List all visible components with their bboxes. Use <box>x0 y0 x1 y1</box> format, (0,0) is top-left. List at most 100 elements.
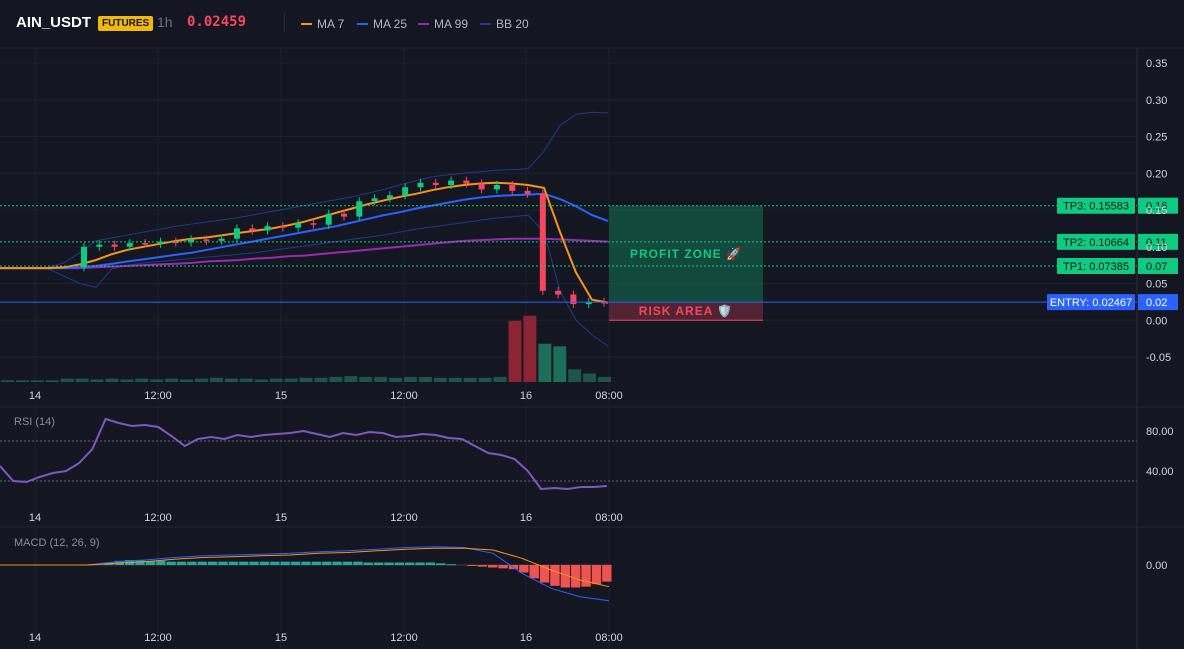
candle-body <box>417 182 424 188</box>
legend-ma25[interactable]: MA 25 <box>357 17 407 31</box>
volume-bar <box>344 376 358 382</box>
macd-histogram-bar <box>550 565 560 586</box>
rsi-tick-label: 40.00 <box>1146 466 1174 478</box>
time-tick-label: 08:00 <box>595 390 623 402</box>
volume-bar <box>493 376 507 382</box>
last-price: 0.02459 <box>187 14 247 30</box>
candle-body <box>325 213 332 225</box>
macd-histogram-bar <box>560 565 571 588</box>
level-axis-label-3: 0.02 <box>1146 297 1167 309</box>
level-tag-box-0 <box>1057 197 1135 214</box>
volume-bar <box>314 377 328 382</box>
price-tick-label: 0.25 <box>1146 132 1167 144</box>
volume-bar <box>568 369 582 382</box>
legend-bb20[interactable]: BB 20 <box>480 17 529 31</box>
volume-bar <box>105 378 119 382</box>
profit-zone-label: PROFIT ZONE 🚀 <box>630 247 742 261</box>
volume-bar <box>30 380 44 382</box>
macd-histogram-bar <box>602 565 612 582</box>
price-axis[interactable]: 0.35 0.30 0.25 0.20 0.15 0.10 0.05 0.00 -0.05 <box>1146 58 1171 364</box>
macd-histogram-bar <box>239 561 249 565</box>
volume-bar <box>239 378 253 382</box>
candle-body <box>310 223 317 225</box>
volume-bar <box>45 380 59 382</box>
rsi-line <box>0 417 608 491</box>
macd-histogram-bar <box>571 565 581 588</box>
time-tick-label: 12:00 <box>390 632 418 644</box>
macd-histogram-bar <box>477 565 488 567</box>
volume-bar <box>254 379 268 382</box>
rsi-tick-label: 80.00 <box>1146 426 1174 438</box>
volume-bar <box>508 320 522 382</box>
bollinger-bands <box>0 111 609 347</box>
time-tick-label: 15 <box>275 512 287 524</box>
volume-bar <box>15 380 29 382</box>
macd-histogram-bar <box>436 563 446 565</box>
time-tick-label: 16 <box>520 632 532 644</box>
macd-histogram-bar <box>145 560 156 565</box>
candle-body <box>402 187 409 196</box>
time-tick-label: 08:00 <box>595 512 623 524</box>
volume-bar <box>374 376 388 382</box>
macd-histogram-bar <box>332 561 342 565</box>
ma7-swatch-icon <box>301 23 312 25</box>
time-axis[interactable]: 14 12:00 15 12:00 16 08:00 14 12:00 15 12:00 16 08:… <box>29 390 623 644</box>
candle-body <box>539 193 546 291</box>
price-tick-label: 0.10 <box>1146 242 1167 254</box>
macd-histogram-bar <box>322 561 332 565</box>
symbol-name[interactable]: AIN_USDT <box>16 14 92 31</box>
timeframe-label[interactable]: 1h <box>157 14 173 30</box>
legend-separator <box>284 14 285 32</box>
candle-body <box>96 244 103 247</box>
volume-bar <box>75 378 89 382</box>
macd-histogram-bar <box>353 561 363 565</box>
volume-bar <box>60 378 74 382</box>
legend-ma99[interactable]: MA 99 <box>418 17 468 31</box>
time-tick-label: 12:00 <box>390 390 418 402</box>
time-tick-label: 12:00 <box>144 512 172 524</box>
volume-bar <box>180 379 194 382</box>
level-axis-label-0: 0.16 <box>1146 201 1167 213</box>
candle-body <box>386 195 393 199</box>
candle-body <box>126 243 133 247</box>
volume-bar <box>448 377 462 382</box>
macd-histogram-bar <box>290 561 301 565</box>
candle-body <box>570 294 577 305</box>
grid <box>0 48 1137 649</box>
ma25-line <box>0 192 609 270</box>
macd-histogram-bar <box>405 562 415 565</box>
volume-bars <box>1 315 611 382</box>
candle-body <box>264 226 271 231</box>
risk-area-label: RISK AREA 🛡️ <box>639 304 733 318</box>
level-axis-box-0 <box>1138 197 1178 214</box>
volume-bar <box>165 378 179 382</box>
macd-histogram-bar <box>591 565 602 585</box>
price-tick-label: -0.05 <box>1146 352 1171 364</box>
macd-histogram-bar <box>228 561 239 565</box>
volume-bar <box>523 315 537 382</box>
candle-body <box>249 228 256 231</box>
candle-body <box>279 226 286 228</box>
volume-bar <box>299 377 313 382</box>
macd-histogram-bar <box>384 562 394 565</box>
volume-bar <box>90 379 104 382</box>
volume-bar <box>389 377 403 382</box>
legend-ma7[interactable]: MA 7 <box>301 17 344 31</box>
candle-body <box>218 238 225 241</box>
macd-histogram-bar <box>176 561 187 565</box>
macd-tick-label: 0.00 <box>1146 560 1167 572</box>
level-tag-box-1 <box>1057 233 1135 250</box>
candle-body <box>157 241 164 244</box>
macd-histogram-bar <box>311 561 322 565</box>
chart-header: AIN_USDT FUTURES 1h 0.02459 MA 7 MA 25 M… <box>0 0 1184 48</box>
level-axis-label-2: 0.07 <box>1146 261 1167 273</box>
volume-bar <box>538 343 552 382</box>
candle-body <box>233 228 240 239</box>
volume-bar <box>463 377 477 382</box>
level-tag-label-2: TP1: 0.07385 <box>1063 261 1129 273</box>
candle-body <box>295 223 302 228</box>
time-tick-label: 14 <box>29 632 41 644</box>
macd-histogram-bar <box>197 561 207 565</box>
candle-body <box>493 185 500 190</box>
